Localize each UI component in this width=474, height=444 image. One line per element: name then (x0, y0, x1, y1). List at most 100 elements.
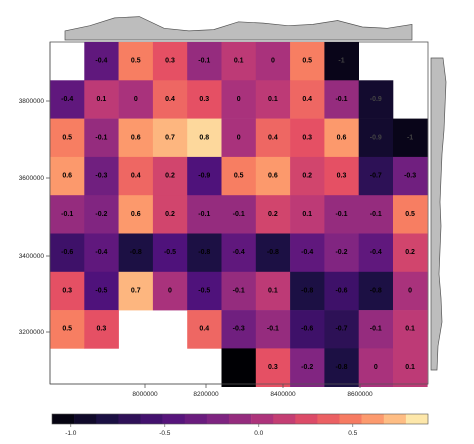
heatmap-cell (324, 310, 359, 349)
heatmap-cell (290, 233, 325, 273)
cell-value-label: -0.8 (198, 249, 210, 256)
colorbar-segment (52, 414, 75, 424)
heatmap-cell (221, 80, 257, 119)
heatmap-cell (84, 80, 119, 119)
cell-value-label: 0.5 (62, 134, 72, 141)
heatmap-cell (393, 195, 428, 234)
cell-value-label: -0.3 (404, 173, 416, 180)
colorbar-segment (405, 414, 429, 424)
cell-value-label: 0 (134, 96, 138, 103)
cell-value-label: -0.3 (233, 326, 245, 333)
heatmap-cell (358, 80, 394, 119)
heatmap-cell (255, 156, 291, 196)
heatmap-cell (255, 195, 291, 234)
heatmap-cell (393, 156, 428, 196)
colorbar-segment (383, 414, 407, 424)
heatmap-cell (84, 118, 119, 158)
cell-value-label: -0.7 (335, 326, 347, 333)
colorbar-tick-label: -0.5 (159, 430, 171, 437)
heatmap-cell (187, 195, 222, 234)
heatmap-cell (221, 42, 257, 81)
cell-value-label: -0.5 (164, 249, 176, 256)
colorbar-segment (361, 414, 384, 424)
heatmap-cell (187, 271, 222, 311)
heatmap-cell (221, 233, 257, 273)
heatmap-cell (50, 195, 85, 234)
x-axis: 8000000 8200000 8400000 8600000 (50, 383, 428, 398)
cell-value-label: 0.2 (405, 249, 415, 256)
heatmap-cell (118, 233, 154, 273)
cell-value-label: 0 (271, 58, 275, 65)
colorbar-tick-label: 0.0 (254, 430, 263, 437)
colorbar-segment (162, 414, 185, 424)
cell-value-label: 0.6 (131, 211, 141, 218)
heatmap-cell (84, 156, 119, 196)
cell-value-label: -0.6 (61, 249, 73, 256)
heatmap-cell (358, 233, 394, 273)
cell-value-label: 0.1 (97, 96, 107, 103)
heatmap-cell (152, 42, 188, 81)
cell-value-label: -0.1 (370, 211, 382, 218)
cell-value-label: -0.7 (370, 173, 382, 180)
cell-value-label: -0.1 (267, 326, 279, 333)
cell-value-label: -0.5 (95, 287, 107, 294)
cell-value-label: 0 (408, 287, 412, 294)
heatmap-cell (118, 156, 154, 196)
y-axis: 3800000 3600000 3400000 3200000 (19, 42, 51, 384)
heatmap-cell (50, 156, 85, 196)
cell-value-label: -0.4 (95, 249, 107, 256)
heatmap-cell (84, 195, 119, 234)
top-density-shape (64, 16, 413, 41)
cell-value-label: -0.3 (95, 173, 107, 180)
cell-value-label: 0.3 (97, 326, 107, 333)
y-tick-label: 3600000 (19, 175, 45, 182)
colorbar-segment (74, 414, 97, 424)
heatmap-cell (290, 118, 325, 158)
colorbar-segment (118, 414, 141, 424)
y-tick-label: 3200000 (19, 329, 45, 336)
heatmap-cell (324, 233, 359, 273)
colorbar-segment (339, 414, 362, 424)
cell-value-label: -0.2 (335, 249, 347, 256)
heatmap-cell (84, 271, 119, 311)
cell-value-label: -1 (407, 134, 413, 141)
cell-value-label: 0.8 (199, 134, 209, 141)
heatmap-cell (84, 233, 119, 273)
cell-value-label: -0.8 (301, 287, 313, 294)
cell-value-label: 0.1 (234, 58, 244, 65)
cell-value-label: -0.4 (233, 249, 245, 256)
cell-value-label: 0.7 (131, 287, 141, 294)
heatmap-cell (152, 156, 188, 196)
heatmap-cell (290, 80, 325, 119)
cell-value-label: 0.3 (199, 96, 209, 103)
cell-value-label: -0.1 (370, 326, 382, 333)
cell-value-label: 0.4 (165, 96, 175, 103)
heatmap-cell (255, 42, 291, 81)
cell-value-label: 0.1 (268, 287, 278, 294)
x-tick-label: 8400000 (270, 391, 296, 398)
heatmap-cell (255, 310, 291, 349)
heatmap-cell (152, 80, 188, 119)
heatmap-cell (393, 271, 428, 311)
heatmap-cell (393, 118, 428, 158)
heatmap-cell (187, 233, 222, 273)
cell-value-label: 0.5 (234, 173, 244, 180)
heatmap-cell (221, 348, 257, 387)
colorbar-segment (228, 414, 252, 424)
cell-value-label: 0.1 (405, 326, 415, 333)
cell-value-label: -0.1 (233, 287, 245, 294)
heatmap-cell (152, 195, 188, 234)
cell-value-label: 0.6 (268, 173, 278, 180)
heatmap-cell (50, 80, 85, 119)
cell-value-label: 0.1 (268, 96, 278, 103)
cell-value-label: 0.2 (302, 173, 312, 180)
heatmap-cell (118, 195, 154, 234)
heatmap-cell (255, 233, 291, 273)
cell-value-label: -0.1 (335, 96, 347, 103)
cell-value-label: 0.1 (302, 211, 312, 218)
heatmap-cell (358, 271, 394, 311)
cell-value-label: -0.9 (370, 96, 382, 103)
cell-value-label: 0 (374, 364, 378, 371)
heatmap-cell (187, 118, 222, 158)
